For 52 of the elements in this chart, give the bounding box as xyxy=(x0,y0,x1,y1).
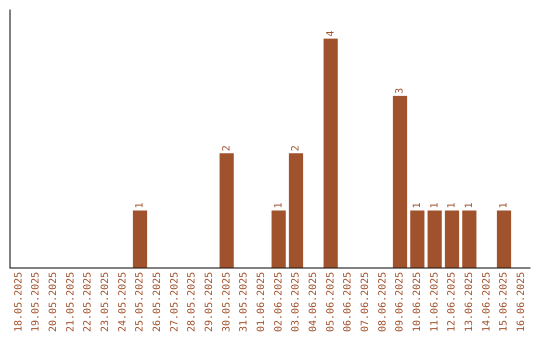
x-tick-label: 26.05.2025 xyxy=(152,272,163,332)
data-label: 4 xyxy=(325,30,336,37)
x-tick-label: 27.05.2025 xyxy=(169,272,180,332)
bar xyxy=(288,153,304,268)
data-label: 1 xyxy=(429,202,440,209)
bar xyxy=(324,38,338,268)
x-tick-label: 14.06.2025 xyxy=(481,272,492,332)
data-label: 2 xyxy=(290,145,302,152)
data-label: 2 xyxy=(221,145,232,152)
bar xyxy=(496,210,512,268)
x-tick-label: 22.05.2025 xyxy=(82,272,94,332)
x-tick-label: 24.05.2025 xyxy=(117,272,128,332)
bar xyxy=(220,153,234,268)
x-tick-label: 29.05.2025 xyxy=(204,272,215,332)
data-label: 1 xyxy=(446,202,458,209)
x-tick-label: 25.05.2025 xyxy=(134,272,146,332)
x-tick-label: 28.05.2025 xyxy=(186,272,198,332)
data-label: 1 xyxy=(273,202,284,209)
x-tick-label: 02.06.2025 xyxy=(273,272,284,332)
data-label: 1 xyxy=(464,202,475,209)
x-tick-label: 03.06.2025 xyxy=(290,272,302,332)
bar xyxy=(428,210,442,268)
x-tick-label: 23.05.2025 xyxy=(100,272,111,332)
x-tick-label: 18.05.2025 xyxy=(13,272,24,332)
x-tick-label: 10.06.2025 xyxy=(412,272,423,332)
x-tick-label: 30.05.2025 xyxy=(221,272,232,332)
x-tick-label: 07.06.2025 xyxy=(360,272,371,332)
x-tick-label: 01.06.2025 xyxy=(256,272,267,332)
data-label: 1 xyxy=(498,202,510,209)
x-tick-label: 05.06.2025 xyxy=(325,272,336,332)
x-tick-label: 12.06.2025 xyxy=(446,272,458,332)
x-tick-label: 19.05.2025 xyxy=(30,272,42,332)
bar xyxy=(392,96,408,268)
data-label: 3 xyxy=(394,88,406,94)
x-tick-label: 21.05.2025 xyxy=(65,272,76,332)
data-label: 1 xyxy=(134,202,146,209)
x-tick-label: 15.06.2025 xyxy=(498,272,510,332)
bar xyxy=(462,210,476,268)
bar xyxy=(272,210,286,268)
x-tick-label: 08.06.2025 xyxy=(377,272,388,332)
x-tick-label: 31.05.2025 xyxy=(238,272,250,332)
x-tick-label: 11.06.2025 xyxy=(429,272,440,332)
bar xyxy=(444,210,460,268)
x-tick-label: 06.06.2025 xyxy=(342,272,354,332)
bar xyxy=(410,210,424,268)
x-tick-label: 13.06.2025 xyxy=(464,272,475,332)
x-tick-label: 16.06.2025 xyxy=(516,272,527,332)
x-tick-label: 20.05.2025 xyxy=(48,272,59,332)
bar xyxy=(132,210,148,268)
x-tick-label: 04.06.2025 xyxy=(308,272,319,332)
data-label: 1 xyxy=(412,202,423,209)
x-tick-label: 09.06.2025 xyxy=(394,272,406,332)
